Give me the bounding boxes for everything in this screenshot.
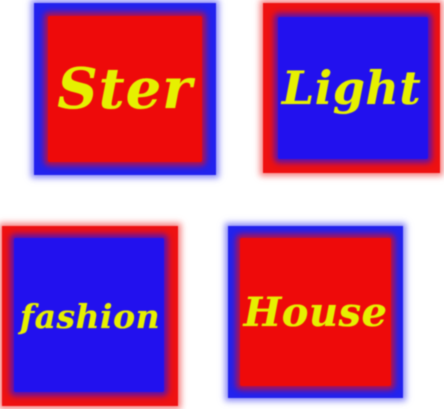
tile-fashion: fashion: [2, 226, 178, 406]
tile-house: House: [228, 226, 403, 398]
tile-ster-inner: [48, 16, 202, 162]
tile-house-label: House: [243, 288, 388, 336]
tile-house-inner: [240, 238, 391, 386]
tile-light: Light: [263, 3, 440, 173]
tile-light-label: Light: [281, 61, 422, 115]
tile-ster-label: Ster: [57, 56, 193, 122]
tile-light-inner: [278, 17, 428, 159]
tile-fashion-label: fashion: [19, 296, 161, 336]
tile-ster: Ster: [34, 3, 216, 175]
tile-fashion-inner: [14, 238, 164, 392]
